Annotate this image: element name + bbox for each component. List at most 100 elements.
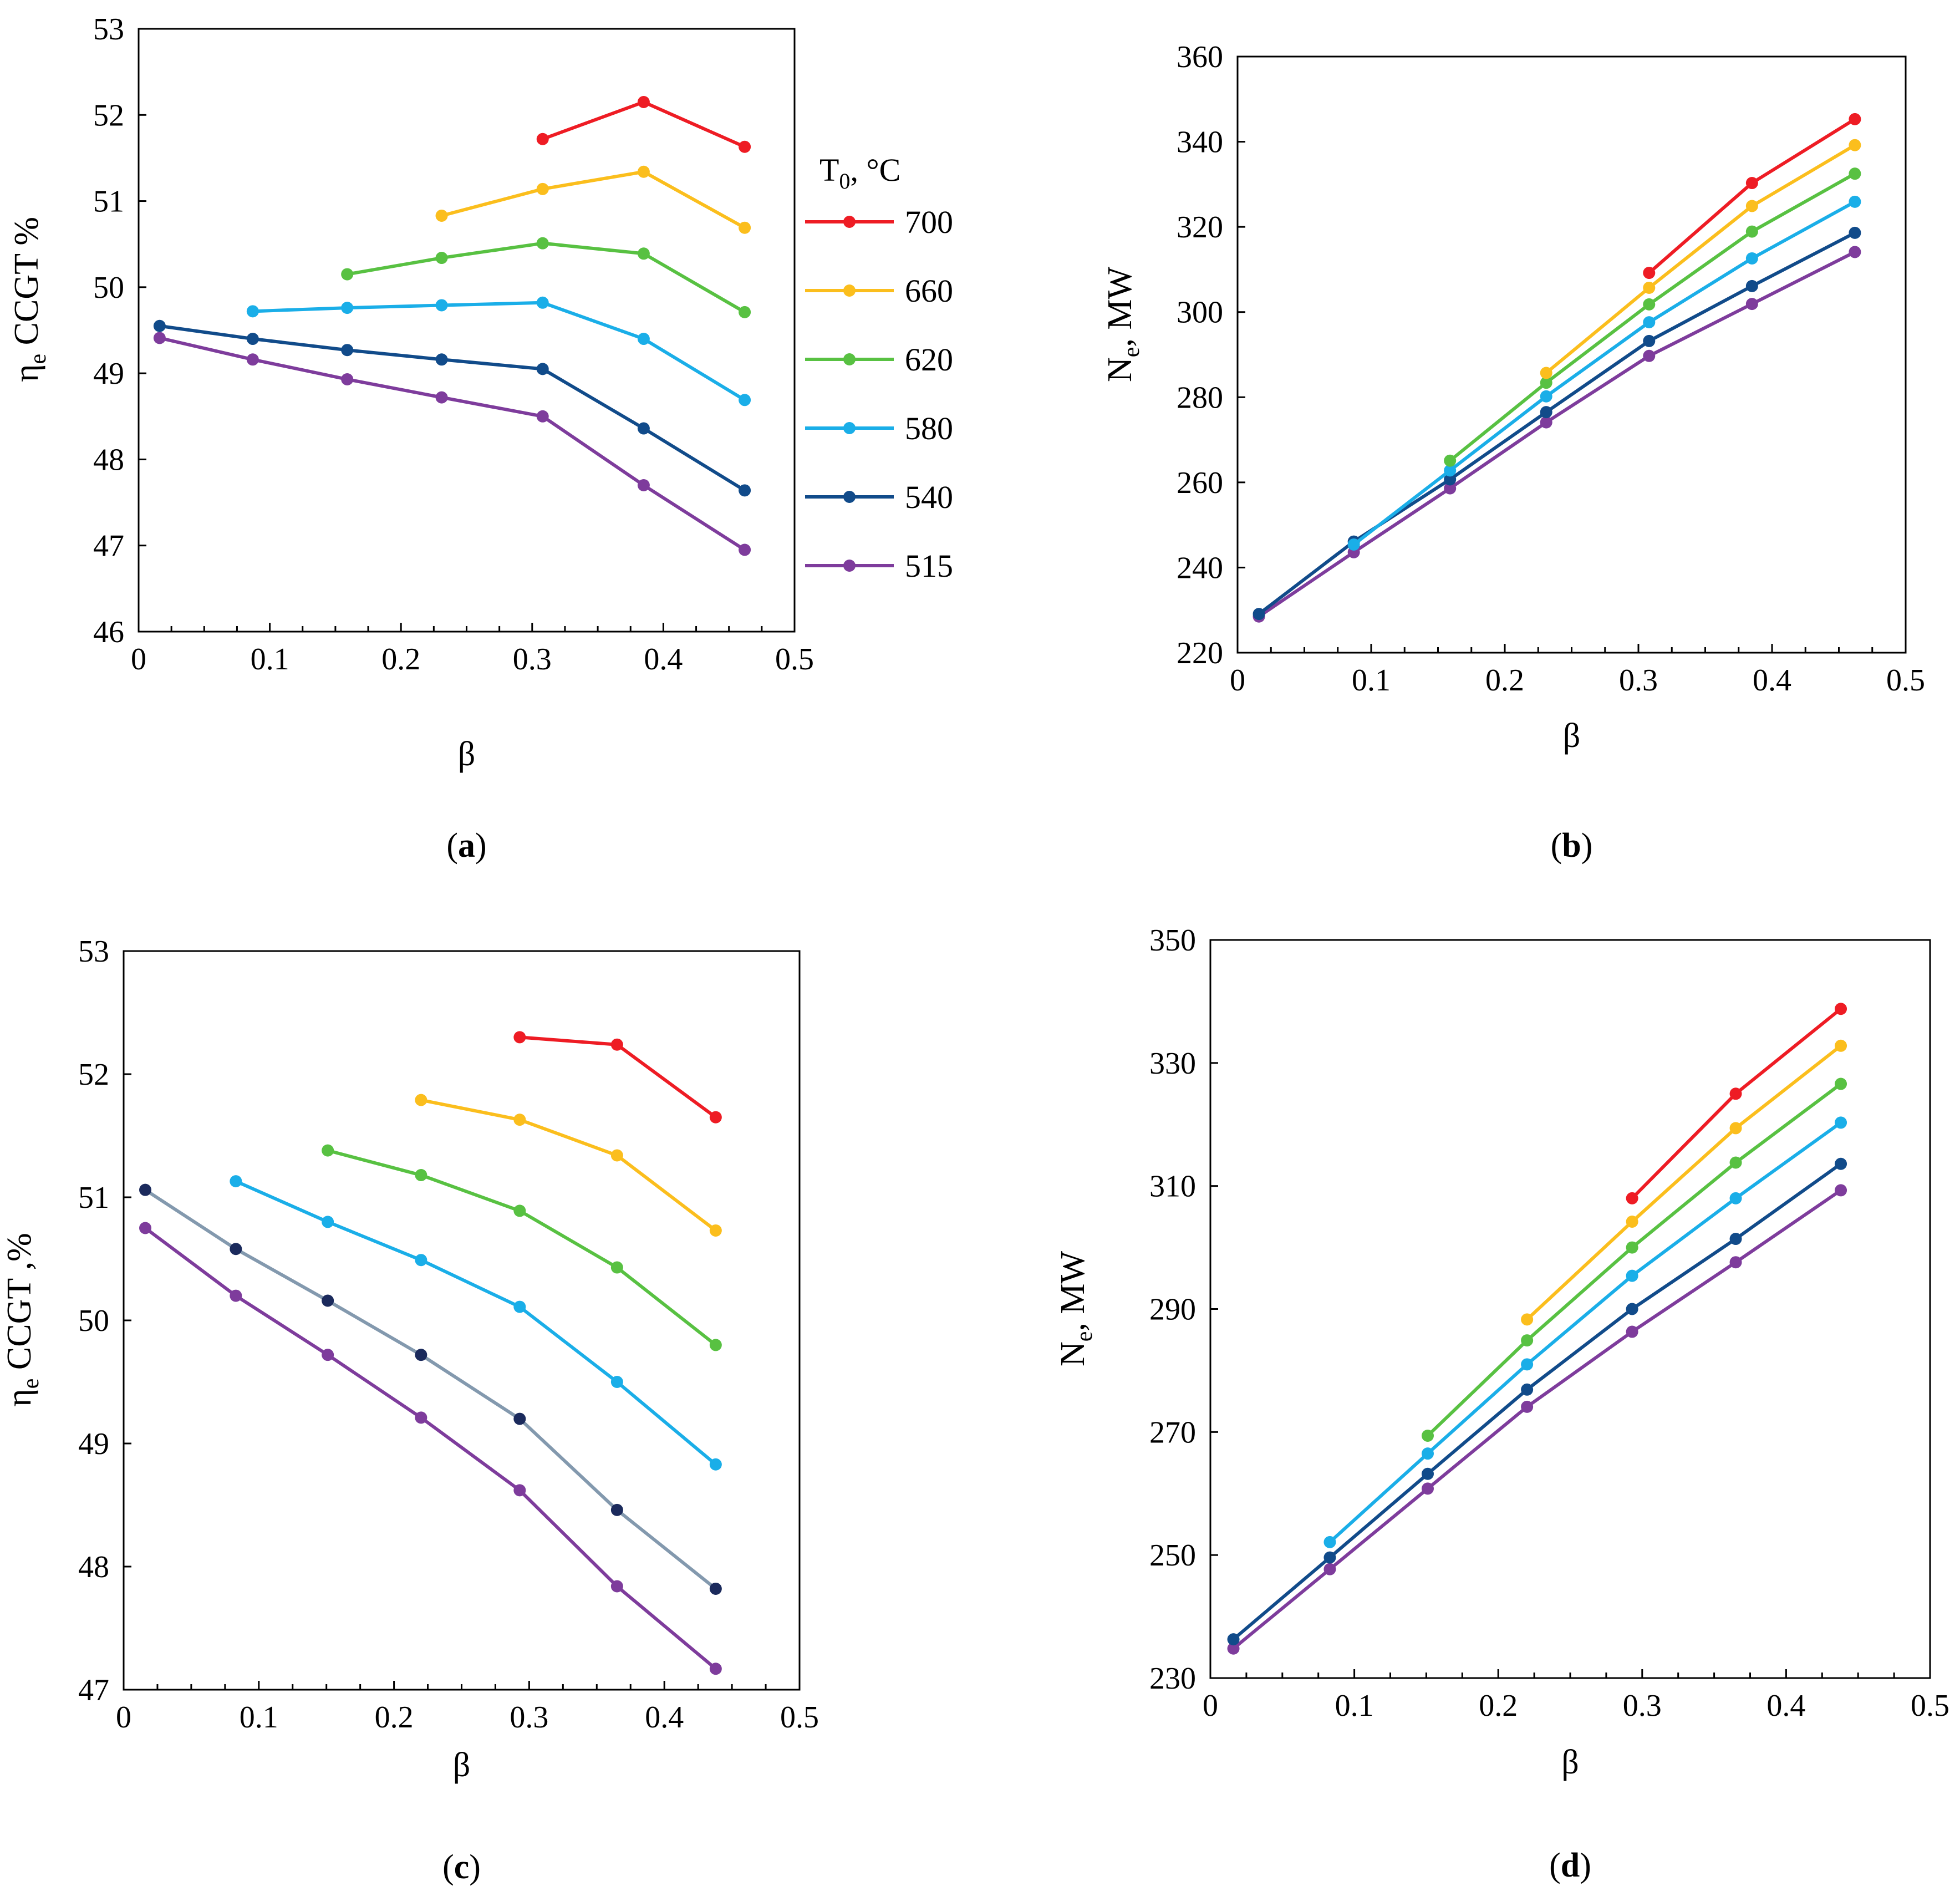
data-point-620 (1643, 298, 1656, 311)
series-540 (153, 319, 751, 497)
data-point-540 (637, 422, 650, 435)
x-tick-label: 0.2 (1485, 663, 1524, 698)
data-point-515 (1745, 298, 1758, 311)
series-620 (341, 237, 751, 318)
panel-label-close: ) (475, 827, 487, 865)
data-point-660 (536, 182, 549, 195)
x-tick-label: 0.2 (1479, 1689, 1518, 1723)
y-axis-label-sub: e (18, 1379, 44, 1389)
legend-marker-700 (843, 216, 856, 228)
series-line-580 (1328, 1121, 1842, 1544)
x-tick-label: 0.3 (513, 642, 552, 677)
series-620 (1444, 167, 1861, 467)
series-line-515 (159, 336, 746, 552)
y-tick-label: 49 (78, 1427, 109, 1461)
data-point-700 (709, 1111, 722, 1124)
panel-label-open: ( (1551, 827, 1562, 865)
chart-c: 0 0.1 0.2 0.3 0.4 0.5 47 48 49 50 51 52 53 β ηe CCGT ,… (1, 934, 819, 1886)
y-tick-label: 49 (93, 357, 124, 391)
panel-label-letter: c (454, 1848, 470, 1886)
panel-label: (c) (442, 1848, 481, 1886)
y-axis-label: ηe CCGT ,% (1, 1233, 44, 1406)
series-line-580 (235, 1180, 717, 1466)
data-point-620 (1835, 1077, 1847, 1090)
data-point-580 (246, 305, 259, 318)
data-point-540 (139, 1183, 152, 1196)
data-point-540 (1835, 1157, 1847, 1170)
series-line-700 (542, 100, 746, 149)
data-point-540 (739, 484, 751, 497)
y-tick-label: 350 (1149, 923, 1196, 958)
panel-label: (a) (446, 827, 486, 865)
series-660 (1540, 139, 1861, 379)
data-point-700 (610, 1038, 623, 1051)
data-point-540 (322, 1294, 334, 1307)
data-point-580 (1626, 1269, 1638, 1282)
x-tick-label: 0.4 (645, 1700, 684, 1735)
x-tick-label: 0.4 (1766, 1689, 1805, 1723)
data-point-540 (513, 1412, 526, 1425)
data-point-620 (1849, 167, 1861, 180)
y-tick-label: 53 (78, 934, 109, 969)
series-515 (1227, 1184, 1847, 1655)
series-line-580 (252, 301, 746, 401)
data-point-580 (1849, 195, 1861, 208)
x-tick-label: 0.1 (1335, 1689, 1374, 1723)
series-700 (1643, 113, 1861, 279)
data-point-660 (435, 209, 448, 222)
data-point-700 (1643, 267, 1656, 279)
data-point-580 (322, 1216, 334, 1228)
data-point-540 (1323, 1551, 1336, 1564)
data-point-580 (435, 299, 448, 312)
series-700 (536, 95, 751, 153)
data-point-580 (1421, 1447, 1434, 1460)
y-tick-label: 51 (78, 1181, 109, 1215)
data-point-580 (415, 1254, 427, 1267)
legend-marker-515 (843, 560, 856, 572)
panel-label: (b) (1551, 827, 1593, 865)
data-point-580 (1323, 1536, 1336, 1548)
y-tick-label: 53 (93, 12, 124, 47)
y-tick-label: 250 (1149, 1538, 1196, 1573)
data-point-540 (246, 333, 259, 345)
y-tick-label: 52 (93, 98, 124, 133)
x-tick-label: 0.1 (251, 642, 289, 677)
chart-b: 0 0.1 0.2 0.3 0.4 0.5 220 240 260 280 300 320 340 360… (1101, 40, 1925, 865)
series-580 (230, 1175, 722, 1471)
data-point-660 (1745, 200, 1758, 212)
data-point-515 (322, 1349, 334, 1361)
series-660 (1521, 1039, 1847, 1326)
data-point-700 (637, 95, 650, 108)
series-line-620 (1449, 172, 1856, 462)
data-point-700 (1745, 177, 1758, 190)
data-point-515 (1626, 1325, 1638, 1338)
panel-label-close: ) (1581, 827, 1593, 865)
legend-label-620: 620 (905, 342, 953, 378)
x-tick-label: 0.3 (1623, 1689, 1662, 1723)
data-point-515 (513, 1484, 526, 1497)
data-point-620 (1421, 1429, 1434, 1442)
series-515 (139, 1222, 722, 1675)
data-point-540 (341, 344, 354, 357)
chart-d: 0 0.1 0.2 0.3 0.4 0.5 230 250 270 290 310 330 350 β Ne… (1054, 923, 1949, 1884)
data-point-540 (230, 1243, 242, 1255)
y-tick-label: 300 (1177, 296, 1223, 330)
y-tick-label: 320 (1177, 210, 1223, 245)
data-point-660 (415, 1094, 427, 1106)
series-660 (415, 1094, 722, 1237)
x-tick-label: 0.5 (775, 642, 814, 677)
x-tick-label: 0.5 (1886, 663, 1925, 698)
x-tick-label: 0.1 (1352, 663, 1391, 698)
data-point-700 (1849, 113, 1861, 125)
x-tick-label: 0.1 (240, 1700, 278, 1735)
series-700 (513, 1031, 722, 1124)
data-point-540 (415, 1349, 427, 1361)
data-point-620 (1626, 1241, 1638, 1254)
data-point-515 (1643, 349, 1656, 362)
data-point-620 (513, 1204, 526, 1217)
x-axis-label: β (1563, 717, 1581, 755)
data-point-580 (1745, 252, 1758, 265)
data-point-580 (637, 333, 650, 345)
legend-label-660: 660 (905, 273, 953, 309)
y-axis-label-main: η (1, 1389, 38, 1406)
